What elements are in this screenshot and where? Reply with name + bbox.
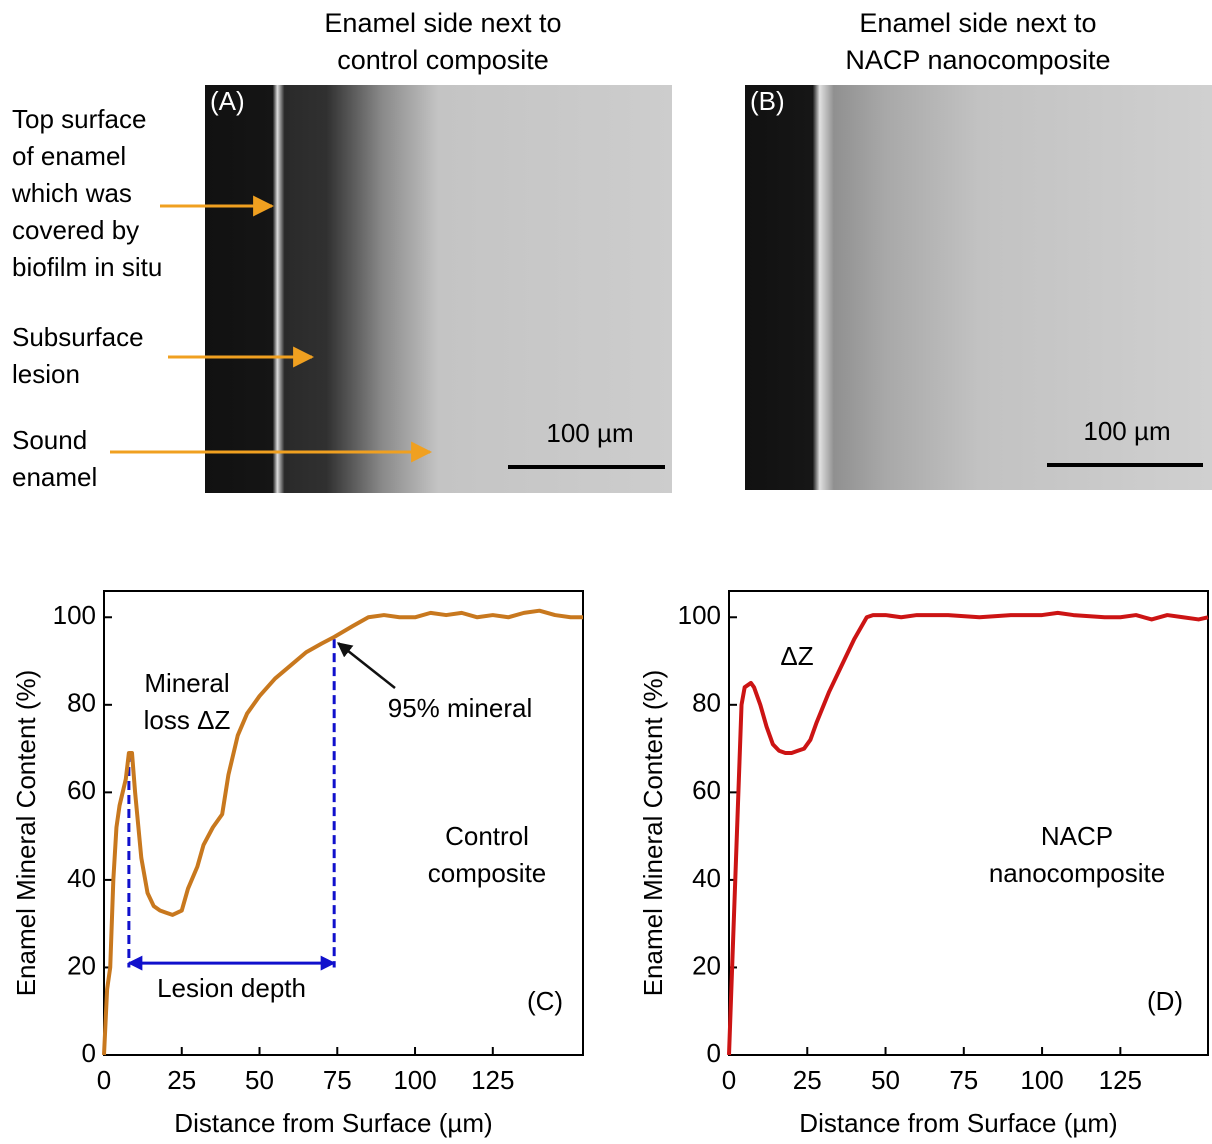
x-tick-label: 100 (1020, 1065, 1063, 1095)
annotation: of enamel (12, 141, 126, 171)
annotation: Subsurface (12, 322, 144, 352)
annotation: loss ΔZ (144, 705, 231, 735)
annotation: Sound (12, 425, 87, 455)
y-tick-label: 80 (67, 688, 96, 718)
y-tick-label: 80 (692, 688, 721, 718)
annotation: covered by (12, 215, 139, 245)
annotation: 95% mineral (388, 693, 533, 723)
y-tick-label: 40 (692, 863, 721, 893)
y-tick-label: 100 (53, 600, 96, 630)
image-title: NACP nanocomposite (845, 45, 1110, 75)
pointer-arrow (336, 642, 396, 689)
annotation: biofilm in situ (12, 252, 162, 282)
panel-label: (A) (210, 86, 245, 116)
image-title: control composite (337, 45, 549, 75)
scale-bar-label: 100 µm (1083, 416, 1170, 446)
y-axis-label: Enamel Mineral Content (%) (638, 670, 668, 997)
x-tick-label: 25 (167, 1065, 196, 1095)
x-tick-label: 75 (949, 1065, 978, 1095)
y-tick-label: 20 (67, 950, 96, 980)
x-tick-label: 125 (471, 1065, 514, 1095)
y-tick-label: 100 (678, 600, 721, 630)
x-tick-label: 25 (793, 1065, 822, 1095)
panel-label: (B) (750, 86, 785, 116)
x-axis-label: Distance from Surface (µm) (799, 1108, 1117, 1138)
image-annotations: Top surface of enamel which was covered … (11, 104, 433, 492)
x-tick-label: 100 (393, 1065, 436, 1095)
y-tick-label: 0 (707, 1038, 721, 1068)
x-tick-label: 75 (323, 1065, 352, 1095)
x-tick-label: 0 (97, 1065, 111, 1095)
annotation: which was (11, 178, 132, 208)
annotation: lesion (12, 359, 80, 389)
x-axis-label: Distance from Surface (µm) (174, 1108, 492, 1138)
annotation: Control (445, 821, 529, 851)
y-axis-label: Enamel Mineral Content (%) (11, 670, 41, 997)
image-title: Enamel side next to (859, 8, 1096, 38)
annotation: Mineral (144, 668, 229, 698)
image-title: Enamel side next to (324, 8, 561, 38)
x-tick-label: 50 (871, 1065, 900, 1095)
x-tick-label: 50 (245, 1065, 274, 1095)
y-tick-label: 60 (67, 775, 96, 805)
lesion-depth-label: Lesion depth (157, 973, 306, 1003)
micrograph-a (205, 85, 672, 493)
y-tick-label: 40 (67, 863, 96, 893)
annotation: Top surface (12, 104, 146, 134)
annotation: NACP (1041, 821, 1113, 851)
x-tick-label: 0 (722, 1065, 736, 1095)
plot-frame (103, 590, 584, 1056)
annotation: enamel (12, 462, 97, 492)
y-tick-label: 20 (692, 950, 721, 980)
micrograph-b (745, 85, 1212, 490)
scale-bar-label: 100 µm (546, 418, 633, 448)
data-line (102, 608, 583, 1056)
x-tick-label: 125 (1099, 1065, 1142, 1095)
annotation: ΔZ (780, 641, 813, 671)
annotation: nanocomposite (989, 858, 1165, 888)
annotation: (C) (527, 986, 563, 1016)
annotation: (D) (1147, 986, 1183, 1016)
data-line (727, 610, 1209, 1056)
plot-frame (728, 590, 1209, 1056)
y-tick-label: 60 (692, 775, 721, 805)
annotation: composite (428, 858, 547, 888)
y-tick-label: 0 (82, 1038, 96, 1068)
